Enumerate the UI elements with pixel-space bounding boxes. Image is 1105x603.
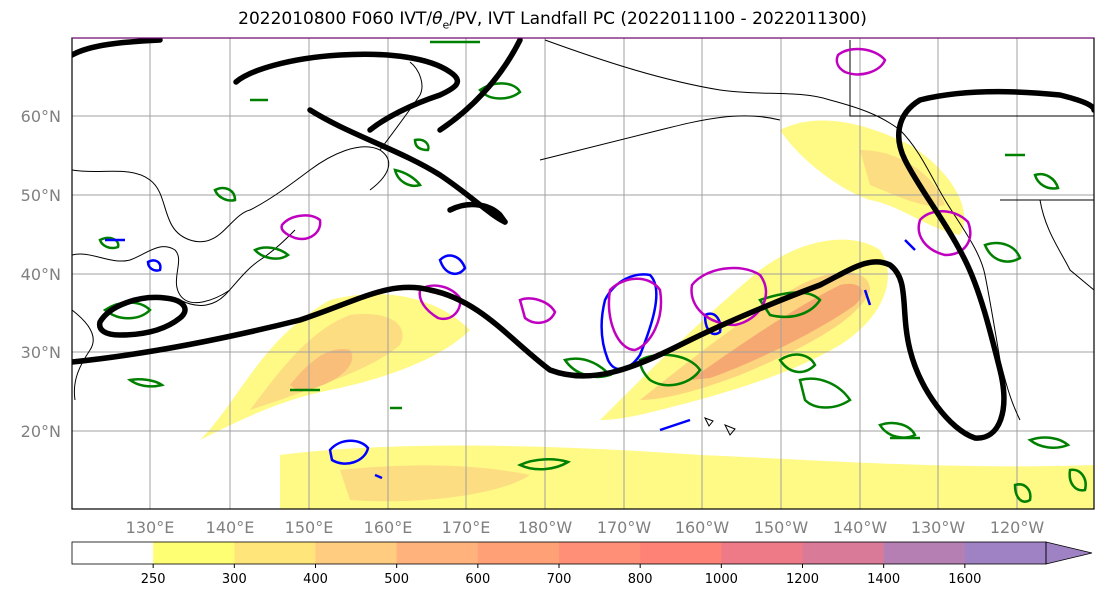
coastlines xyxy=(72,39,1094,436)
lon-label: 140°W xyxy=(833,518,888,537)
colorbar-segment xyxy=(559,542,641,564)
colorbar-label: 1400 xyxy=(867,572,900,587)
colorbar-label: 1000 xyxy=(705,572,738,587)
lon-label: 160°W xyxy=(675,518,730,537)
lat-label: 50°N xyxy=(21,186,61,205)
colorbar-segment xyxy=(72,542,154,564)
magenta-contours xyxy=(280,47,972,352)
lon-label: 130°E xyxy=(126,518,175,537)
colorbar-segment xyxy=(153,542,235,564)
lat-label: 30°N xyxy=(21,343,61,362)
lat-label: 20°N xyxy=(21,422,61,441)
black-contour xyxy=(72,38,1094,441)
colorbar: 250 300 400 500 600 700 800 1000 1200 1400 1600 xyxy=(71,541,1093,587)
lon-label: 170°W xyxy=(597,518,652,537)
colorbar-segment xyxy=(315,542,398,564)
colorbar-segment xyxy=(883,542,966,564)
colorbar-label: 400 xyxy=(303,572,328,587)
colorbar-segment xyxy=(802,542,885,564)
graticule xyxy=(72,38,1094,509)
lat-label: 60°N xyxy=(21,107,61,126)
lon-label: 170°E xyxy=(442,518,491,537)
longitude-labels: 130°E 140°E 150°E 160°E 170°E 180°W 170°W 160°W… xyxy=(126,518,1045,537)
lon-label: 150°W xyxy=(754,518,809,537)
colorbar-segment xyxy=(721,542,803,564)
blue-contours xyxy=(105,238,916,480)
map-title: 2022010800 F060 IVT/θe/PV, IVT Landfall … xyxy=(238,9,867,32)
lat-label: 40°N xyxy=(21,265,61,284)
lon-label: 160°E xyxy=(364,518,413,537)
colorbar-label: 500 xyxy=(384,572,409,587)
colorbar-segment xyxy=(477,542,560,564)
colorbar-label: 600 xyxy=(465,572,490,587)
colorbar-segment xyxy=(640,542,722,564)
lon-label: 150°E xyxy=(285,518,334,537)
colorbar-label: 250 xyxy=(141,572,166,587)
lon-label: 130°W xyxy=(911,518,966,537)
colorbar-label: 1600 xyxy=(948,572,981,587)
colorbar-segment xyxy=(964,542,1047,564)
colorbar-segment xyxy=(234,542,316,564)
colorbar-label: 1200 xyxy=(786,572,819,587)
lon-label: 140°E xyxy=(206,518,255,537)
lon-label: 180°W xyxy=(518,518,573,537)
latitude-labels: 60°N 50°N 40°N 30°N 20°N xyxy=(21,107,61,441)
colorbar-extend-arrow xyxy=(1045,541,1093,565)
colorbar-label: 800 xyxy=(628,572,653,587)
colorbar-label: 700 xyxy=(547,572,572,587)
lon-label: 120°W xyxy=(990,518,1045,537)
colorbar-segment xyxy=(396,542,479,564)
colorbar-label: 300 xyxy=(222,572,247,587)
